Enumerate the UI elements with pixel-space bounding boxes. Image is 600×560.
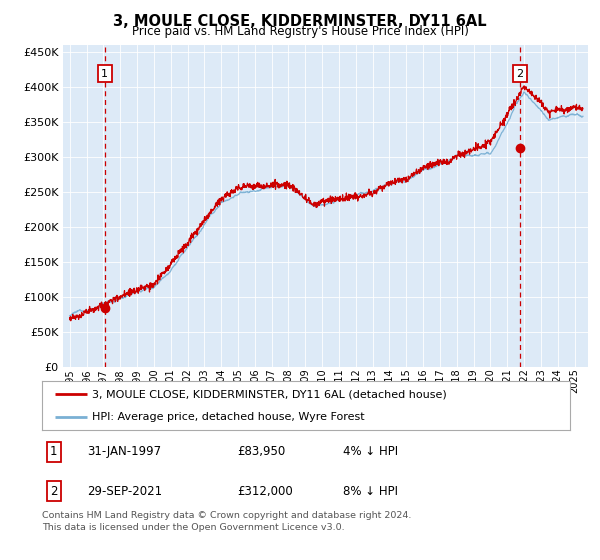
Text: 1: 1	[50, 445, 58, 459]
Text: 2: 2	[516, 69, 523, 79]
Text: HPI: Average price, detached house, Wyre Forest: HPI: Average price, detached house, Wyre…	[92, 412, 365, 422]
Text: 31-JAN-1997: 31-JAN-1997	[87, 445, 161, 459]
Text: 3, MOULE CLOSE, KIDDERMINSTER, DY11 6AL (detached house): 3, MOULE CLOSE, KIDDERMINSTER, DY11 6AL …	[92, 389, 447, 399]
Text: Contains HM Land Registry data © Crown copyright and database right 2024.
This d: Contains HM Land Registry data © Crown c…	[42, 511, 412, 531]
Text: 2: 2	[50, 485, 58, 498]
Text: 29-SEP-2021: 29-SEP-2021	[87, 485, 162, 498]
Text: 8% ↓ HPI: 8% ↓ HPI	[343, 485, 398, 498]
Text: 4% ↓ HPI: 4% ↓ HPI	[343, 445, 398, 459]
Text: £312,000: £312,000	[238, 485, 293, 498]
Text: 3, MOULE CLOSE, KIDDERMINSTER, DY11 6AL: 3, MOULE CLOSE, KIDDERMINSTER, DY11 6AL	[113, 14, 487, 29]
Text: Price paid vs. HM Land Registry's House Price Index (HPI): Price paid vs. HM Land Registry's House …	[131, 25, 469, 38]
Text: 1: 1	[101, 69, 108, 79]
Text: £83,950: £83,950	[238, 445, 286, 459]
